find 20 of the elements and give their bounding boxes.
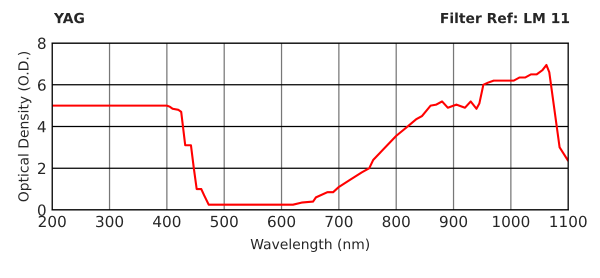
y-tick-label: 4	[38, 121, 46, 132]
x-tick-label: 500	[210, 216, 238, 228]
x-axis-title: Wavelength (nm)	[250, 238, 369, 252]
y-tick-label: 8	[38, 38, 46, 50]
x-tick-label: 1000	[493, 216, 530, 228]
line-series	[52, 64, 568, 206]
y-tick-label: 2	[38, 162, 46, 174]
x-tick-label: 700	[326, 216, 352, 228]
y-tick-label: 0	[38, 204, 46, 216]
x-tick-label: 300	[96, 216, 124, 228]
y-axis-title: Optical Density (O.D.)	[18, 52, 32, 202]
y-tick-label: 6	[38, 79, 46, 91]
x-tick-label: 900	[440, 216, 468, 228]
chart-title: YAG	[54, 12, 84, 24]
x-tick-label: 600	[268, 216, 296, 228]
x-tick-label: 1100	[550, 216, 587, 228]
x-tick-label: 200	[38, 216, 66, 228]
x-tick-label: 400	[153, 216, 180, 228]
chart-subtitle: Filter Ref: LM 11	[441, 12, 570, 24]
x-tick-label: 800	[382, 216, 410, 228]
